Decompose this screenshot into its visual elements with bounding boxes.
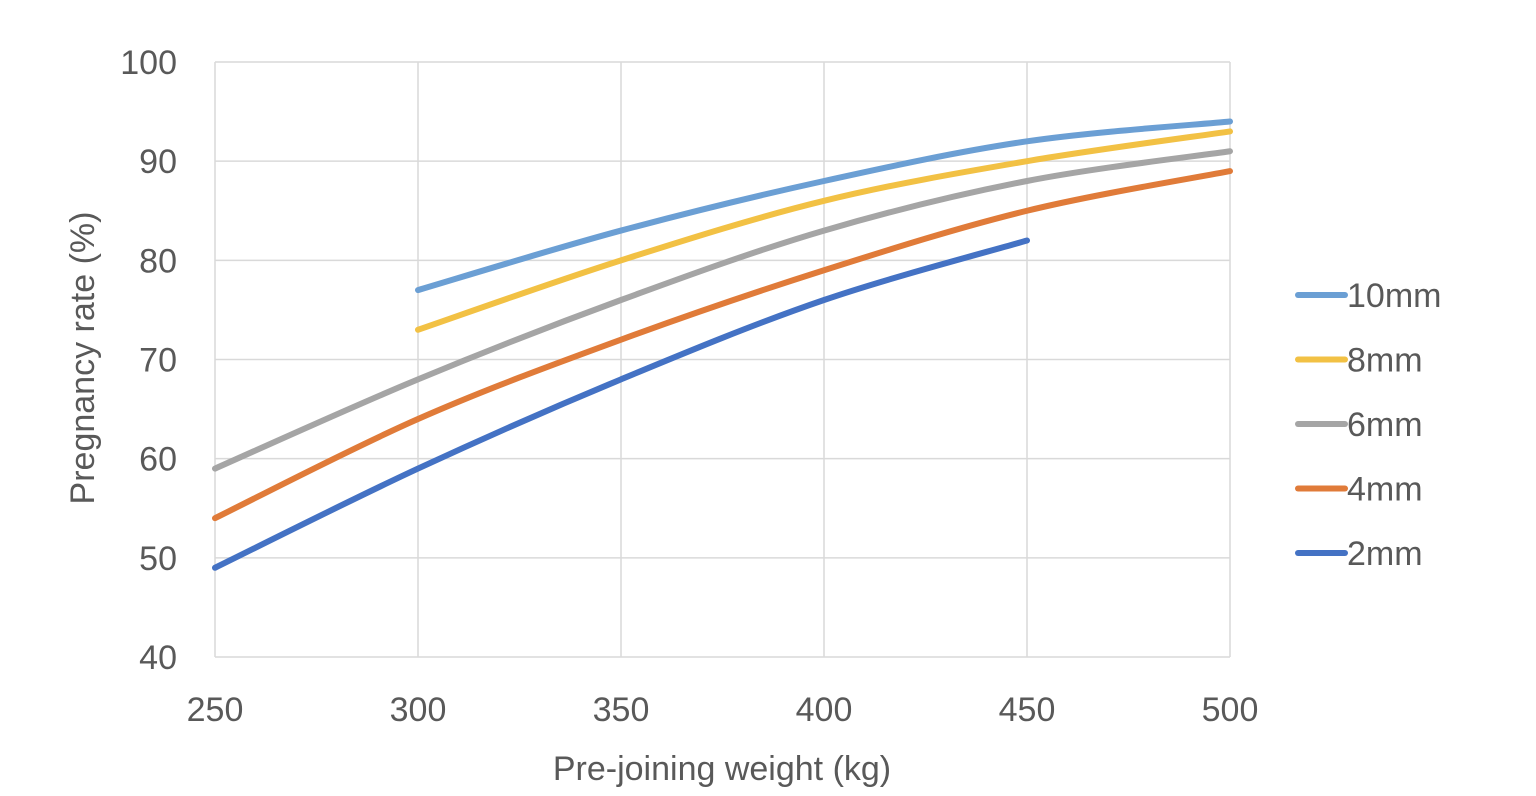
series-lines [212,118,1233,571]
x-tick-label: 400 [796,691,853,729]
y-tick-label: 40 [139,639,177,677]
y-tick-label: 80 [139,242,177,280]
y-tick-label: 70 [139,342,177,380]
legend-label-6mm: 6mm [1347,406,1423,444]
x-tick-label: 300 [390,691,447,729]
y-tick-label: 60 [139,441,177,479]
x-tick-label: 500 [1202,691,1259,729]
legend-label-2mm: 2mm [1347,535,1423,573]
series-line-6mm [212,148,1233,472]
series-line-8mm [415,128,1233,333]
legend-label-8mm: 8mm [1347,342,1423,380]
y-tick-label: 100 [120,44,177,82]
x-tick-label: 250 [187,691,244,729]
series-line-10mm [415,118,1233,294]
x-tick-label: 350 [593,691,650,729]
y-tick-label: 90 [139,143,177,181]
x-axis-title: Pre-joining weight (kg) [553,750,891,788]
legend-label-10mm: 10mm [1347,277,1441,315]
y-axis-title: Pregnancy rate (%) [64,212,102,505]
x-tick-label: 450 [999,691,1056,729]
series-line-2mm [212,237,1030,571]
legend-label-4mm: 4mm [1347,471,1423,509]
series-line-4mm [212,168,1233,522]
y-tick-label: 50 [139,540,177,578]
legend: 10mm 8mm 6mm 4mm 2mm [1295,277,1441,573]
axes: 40 50 60 70 80 90 100 250 300 350 400 450 500 [120,44,1258,729]
